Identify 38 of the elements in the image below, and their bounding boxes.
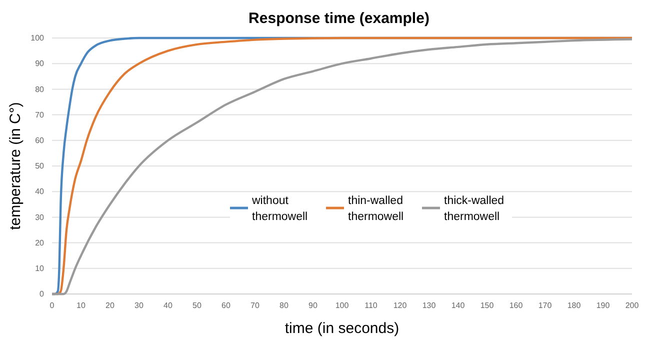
x-tick-label: 120 (393, 301, 408, 310)
x-tick-label: 30 (134, 301, 144, 310)
x-tick-label: 70 (250, 301, 260, 310)
y-tick-label: 50 (35, 162, 45, 171)
x-tick-label: 40 (164, 301, 173, 310)
x-tick-label: 180 (567, 301, 582, 310)
y-tick-label: 20 (35, 238, 45, 248)
x-tick-label: 90 (308, 301, 318, 310)
x-tick-label: 200 (625, 301, 640, 310)
x-tick-label: 150 (480, 301, 494, 310)
x-tick-label: 50 (192, 301, 202, 310)
y-tick-label: 100 (30, 34, 45, 43)
y-tick-label: 60 (35, 136, 45, 145)
x-tick-label: 140 (451, 301, 466, 310)
x-tick-label: 100 (335, 301, 350, 310)
x-tick-label: 110 (364, 301, 378, 310)
y-tick-label: 80 (35, 84, 45, 94)
y-tick-label: 40 (35, 187, 45, 196)
x-tick-label: 130 (422, 301, 436, 310)
y-tick-label: 70 (35, 110, 45, 120)
x-tick-label: 80 (280, 301, 289, 310)
legend-label: thin-walled thermowell (348, 195, 404, 223)
x-tick-label: 60 (222, 301, 231, 310)
x-tick-label: 190 (596, 301, 610, 310)
y-tick-label: 30 (35, 212, 45, 222)
x-axis-title: time (in seconds) (284, 320, 400, 337)
x-tick-label: 160 (509, 301, 524, 310)
chart-title: Response time (example) (248, 10, 430, 27)
legend-label: thick-walled thermowell (444, 195, 504, 223)
y-tick-label: 90 (35, 59, 45, 68)
x-tick-label: 20 (106, 301, 115, 310)
legend-label: without thermowell (251, 195, 308, 223)
y-axis-title: temperature (in C°) (7, 102, 24, 230)
y-tick-label: 10 (35, 264, 45, 273)
y-tick-label: 0 (40, 290, 45, 299)
x-tick-label: 170 (538, 301, 552, 310)
x-tick-label: 0 (50, 301, 55, 310)
x-tick-label: 10 (76, 301, 86, 310)
